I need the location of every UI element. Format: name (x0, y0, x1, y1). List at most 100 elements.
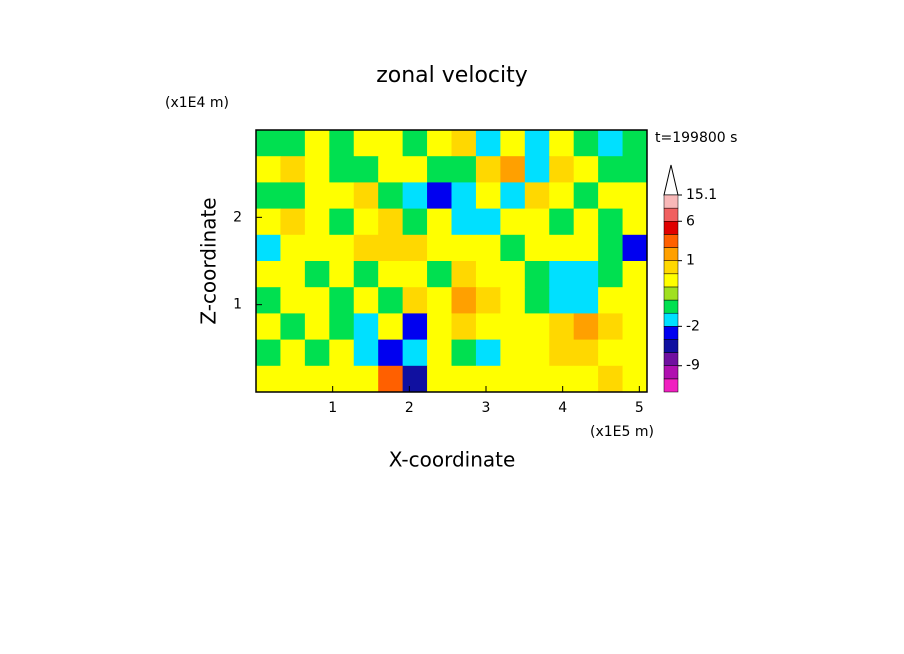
contour-cell (451, 287, 477, 314)
plot-frame (255, 129, 648, 393)
contour-cell (256, 182, 281, 210)
contour-cell (280, 234, 306, 262)
contour-cell (524, 365, 550, 393)
colorbar-band (663, 247, 679, 261)
contour-cell (378, 287, 404, 314)
contour-cell (280, 208, 306, 236)
contour-cell (256, 339, 281, 367)
contour-cell (573, 182, 599, 210)
contour-cell (427, 156, 452, 183)
contour-cell (378, 261, 404, 288)
contour-cell (598, 208, 624, 236)
contour-cell (329, 287, 355, 314)
contour-cell (500, 208, 526, 236)
contour-cell (524, 339, 550, 367)
contour-cell (353, 234, 379, 262)
contour-cell (353, 156, 379, 183)
y-axis-label: Z-coordinate (197, 197, 221, 324)
contour-cell (573, 287, 599, 314)
contour-cell (304, 156, 330, 183)
contour-cell (280, 287, 306, 314)
contour-cell (378, 156, 404, 183)
contour-cell (549, 261, 575, 288)
contour-cell (549, 156, 575, 183)
contour-cell (329, 339, 355, 367)
contour-cell (378, 313, 404, 341)
x-axis-label: X-coordinate (389, 448, 516, 472)
contour-cell (573, 234, 599, 262)
colorbar-band (663, 299, 679, 314)
colorbar-band (663, 273, 679, 288)
contour-cell (378, 234, 404, 262)
contour-cell (549, 287, 575, 314)
contour-cell (329, 365, 355, 393)
contour-cell (573, 208, 599, 236)
contour-cell (451, 130, 477, 157)
colorbar-band (663, 234, 679, 248)
x-tick-label: 5 (635, 400, 644, 416)
contour-cell (402, 234, 428, 262)
contour-cell (353, 313, 379, 341)
contour-cell (304, 208, 330, 236)
contour-cell (622, 208, 648, 236)
contour-cell (622, 313, 648, 341)
contour-cell (402, 339, 428, 367)
contour-cell (329, 182, 355, 210)
contour-cell (427, 261, 452, 288)
contour-cell (622, 234, 648, 262)
colorbar-overflow (663, 164, 679, 196)
contour-cell (451, 261, 477, 288)
contour-cell (402, 208, 428, 236)
contour-cell (402, 365, 428, 393)
y-unit: (x1E4 m) (165, 95, 229, 111)
contour-cell (378, 130, 404, 157)
contour-cell (524, 261, 550, 288)
contour-cell (329, 130, 355, 157)
contour-cell (573, 339, 599, 367)
contour-cell (524, 287, 550, 314)
contour-cell (329, 208, 355, 236)
contour-cell (524, 130, 550, 157)
x-unit: (x1E5 m) (590, 424, 654, 440)
contour-cell (353, 339, 379, 367)
contour-cell (549, 365, 575, 393)
contour-cell (475, 287, 501, 314)
contour-cell (280, 182, 306, 210)
contour-cell (549, 182, 575, 210)
contour-cell (500, 313, 526, 341)
contour-cell (598, 182, 624, 210)
contour-cell (475, 156, 501, 183)
x-tick-label: 4 (558, 400, 567, 416)
contour-cell (353, 365, 379, 393)
contour-cell (622, 156, 648, 183)
contour-cell (329, 156, 355, 183)
contour-cell (451, 313, 477, 341)
contour-cell (353, 287, 379, 314)
contour-cell (475, 182, 501, 210)
chart-title: zonal velocity (376, 63, 528, 88)
colorbar-tick-label: -2 (686, 318, 700, 334)
contour-cell (622, 182, 648, 210)
contour-cell (256, 234, 281, 262)
contour-field (256, 130, 648, 393)
contour-cell (304, 287, 330, 314)
contour-cell (500, 182, 526, 210)
contour-cell (256, 287, 281, 314)
contour-cell (622, 365, 648, 393)
contour-cell (549, 234, 575, 262)
y-tick-label: 1 (233, 297, 242, 313)
contour-cell (280, 130, 306, 157)
contour-cell (598, 156, 624, 183)
contour-cell (524, 313, 550, 341)
contour-cell (304, 182, 330, 210)
contour-cell (427, 287, 452, 314)
contour-cell (329, 234, 355, 262)
contour-cell (549, 208, 575, 236)
contour-cell (549, 339, 575, 367)
contour-cell (304, 365, 330, 393)
contour-cell (378, 339, 404, 367)
contour-cell (573, 130, 599, 157)
contour-cell (256, 261, 281, 288)
contour-cell (500, 339, 526, 367)
